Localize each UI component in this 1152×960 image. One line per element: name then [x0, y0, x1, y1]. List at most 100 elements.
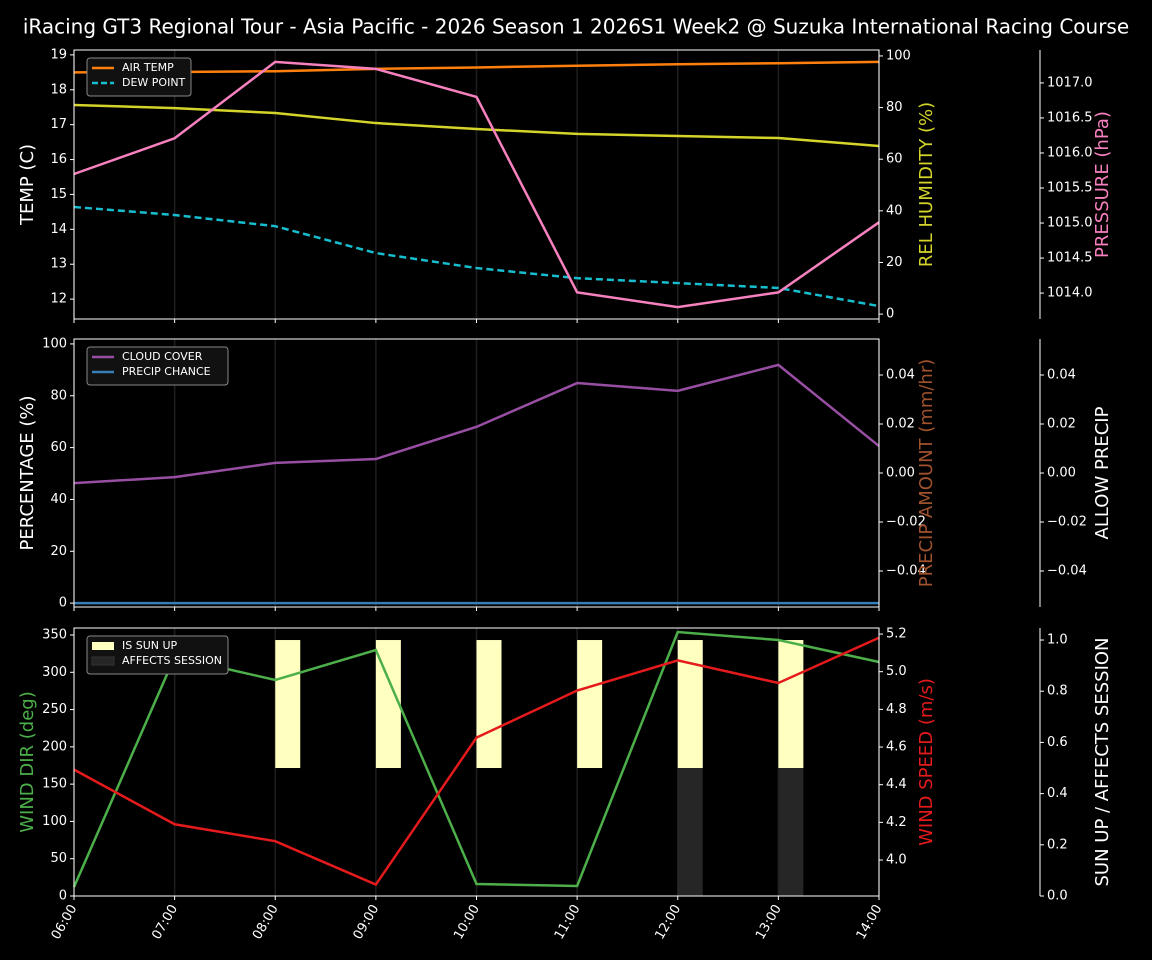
y-axis-label: WIND DIR (deg) [17, 691, 38, 833]
bar [677, 768, 703, 896]
y-tick-label: 40 [50, 492, 67, 507]
y2-tick-label: −0.04 [886, 563, 926, 578]
bar [778, 640, 804, 769]
legend-swatch [92, 642, 114, 650]
y2-axis-label: PRECIP AMOUNT (mm/hr) [916, 359, 937, 588]
legend-swatch [91, 656, 115, 666]
x-tick-label: 07:00 [149, 902, 181, 942]
y-tick-label: 250 [42, 702, 67, 717]
bar [677, 640, 703, 769]
legend-label: AFFECTS SESSION [122, 654, 222, 667]
y-tick-label: 150 [42, 777, 67, 792]
y-axis-label: TEMP (C) [17, 144, 38, 226]
bar [778, 768, 804, 896]
y-tick-label: 18 [50, 82, 67, 97]
y3-tick-label: −0.04 [1047, 563, 1087, 578]
y2-tick-label: 0 [886, 307, 894, 322]
x-tick-label: 11:00 [552, 902, 584, 942]
y3-tick-label: 1.0 [1047, 633, 1068, 648]
y3-tick-label: 1014.0 [1047, 286, 1093, 301]
y-tick-label: 100 [42, 814, 67, 829]
x-tick-label: 10:00 [451, 902, 483, 942]
legend-label: AIR TEMP [122, 61, 174, 74]
y-tick-label: 17 [50, 117, 67, 132]
chart-title: iRacing GT3 Regional Tour - Asia Pacific… [23, 15, 1129, 39]
y-axis-label: PERCENTAGE (%) [17, 395, 38, 550]
y2-tick-label: 4.6 [886, 740, 907, 755]
y3-axis-label: PRESSURE (hPa) [1092, 111, 1113, 258]
y3-tick-label: 0.6 [1047, 735, 1068, 750]
y-tick-label: 350 [42, 628, 67, 643]
y2-tick-label: 0.02 [886, 417, 915, 432]
y3-tick-label: 1014.5 [1047, 251, 1093, 266]
y-tick-label: 13 [50, 257, 67, 272]
y3-axis-label: SUN UP / AFFECTS SESSION [1092, 637, 1113, 886]
y2-tick-label: 40 [886, 203, 903, 218]
y-tick-label: 80 [50, 388, 67, 403]
series-line [73, 60, 880, 74]
x-tick-label: 12:00 [653, 902, 685, 942]
y2-tick-label: 4.0 [886, 853, 907, 868]
y3-tick-label: 0.02 [1047, 417, 1076, 432]
y2-tick-label: 5.2 [886, 627, 907, 642]
x-tick-label: 06:00 [49, 902, 81, 942]
plot-frame [73, 49, 880, 320]
legend-label: IS SUN UP [122, 639, 178, 652]
y2-tick-label: 80 [886, 100, 903, 115]
x-tick-label: 14:00 [854, 902, 886, 942]
y-tick-label: 0 [59, 889, 67, 904]
legend-label: DEW POINT [122, 76, 186, 89]
y-tick-label: 20 [50, 544, 67, 559]
y2-tick-label: 0.00 [886, 466, 915, 481]
y3-tick-label: 1015.5 [1047, 181, 1093, 196]
y3-tick-label: 0.04 [1047, 368, 1076, 383]
y-tick-label: 15 [50, 187, 67, 202]
bar [275, 640, 301, 769]
legend-box [86, 346, 229, 386]
series-line [73, 205, 880, 308]
legend-label: CLOUD COVER [122, 350, 203, 363]
y2-tick-label: 4.2 [886, 815, 907, 830]
legend-box [86, 635, 229, 675]
y-tick-label: 16 [50, 152, 67, 167]
y2-tick-label: 0.04 [886, 368, 915, 383]
y3-tick-label: 0.0 [1047, 889, 1068, 904]
y-tick-label: 100 [42, 336, 67, 351]
series-line [73, 60, 880, 309]
y2-tick-label: 20 [886, 255, 903, 270]
y3-tick-label: 1016.0 [1047, 145, 1093, 160]
series-line [73, 363, 880, 485]
y2-tick-label: 4.8 [886, 702, 907, 717]
y-tick-label: 200 [42, 739, 67, 754]
y2-tick-label: 5.0 [886, 664, 907, 679]
y-tick-label: 50 [50, 851, 67, 866]
y2-axis-label: WIND SPEED (m/s) [916, 678, 937, 846]
x-tick-label: 13:00 [753, 902, 785, 942]
y3-tick-label: 0.8 [1047, 684, 1068, 699]
legend-label: PRECIP CHANCE [122, 365, 211, 378]
y-tick-label: 19 [50, 47, 67, 62]
y2-tick-label: 60 [886, 152, 903, 167]
y2-tick-label: 4.4 [886, 777, 907, 792]
y-tick-label: 60 [50, 440, 67, 455]
y-tick-label: 0 [59, 596, 67, 611]
y2-tick-label: −0.02 [886, 514, 926, 529]
y3-tick-label: 0.4 [1047, 786, 1068, 801]
plot-frame [73, 627, 880, 897]
x-tick-label: 09:00 [351, 902, 383, 942]
plot-frame [73, 338, 880, 608]
y3-tick-label: 1015.0 [1047, 216, 1093, 231]
y2-tick-label: 100 [886, 48, 911, 63]
y3-axis-label: ALLOW PRECIP [1092, 406, 1113, 539]
series-line [73, 103, 880, 148]
series-line [73, 636, 880, 887]
y2-axis-label: REL HUMIDITY (%) [916, 102, 937, 267]
y-tick-label: 14 [50, 222, 67, 237]
y3-tick-label: 0.2 [1047, 837, 1068, 852]
x-tick-label: 08:00 [250, 902, 282, 942]
y3-tick-label: 1017.0 [1047, 75, 1093, 90]
y-tick-label: 300 [42, 665, 67, 680]
y3-tick-label: 0.00 [1047, 466, 1076, 481]
y-tick-label: 12 [50, 292, 67, 307]
